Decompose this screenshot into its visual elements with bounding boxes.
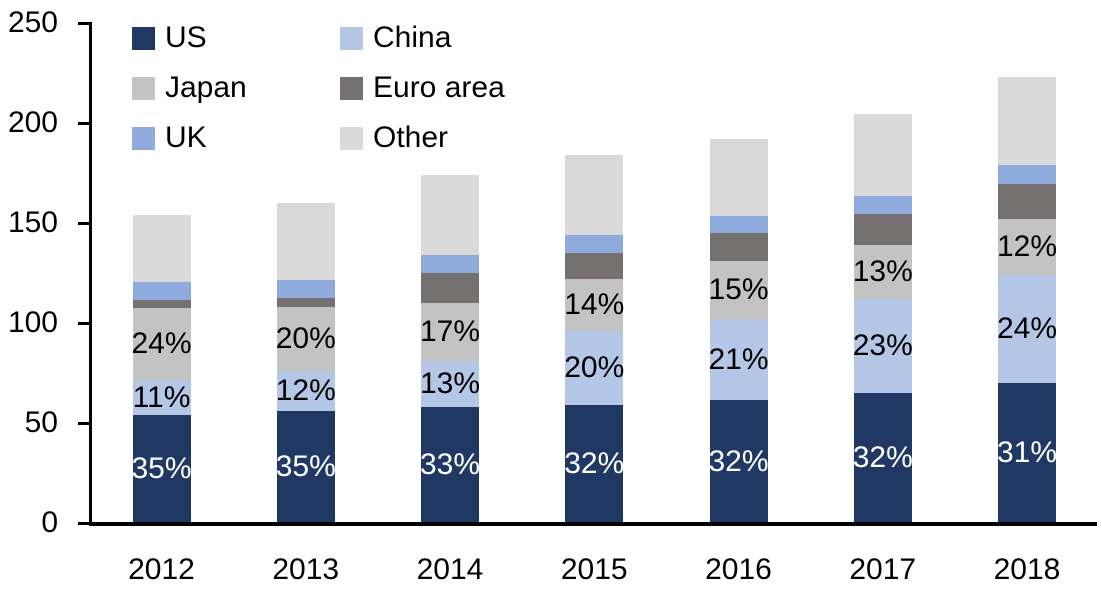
y-axis-tick-label: 150 (7, 206, 58, 239)
bar-segment-uk-2014 (421, 255, 479, 273)
bar-segment-japan-2015 (565, 279, 624, 331)
y-axis-tick (78, 21, 92, 25)
bar-segment-japan-2016 (709, 261, 768, 319)
bar-segment-euro-area-2013 (276, 298, 335, 307)
legend-item-other: Other (340, 122, 505, 154)
legend-item-uk: UK (132, 122, 340, 154)
bar-segment-uk-2013 (276, 280, 335, 298)
bar-segment-us-2016 (709, 400, 768, 523)
y-axis-tick (78, 421, 92, 425)
legend-label: Japan (165, 71, 247, 104)
bar-segment-euro-area-2017 (853, 214, 912, 245)
bar-segment-japan-2014 (421, 303, 479, 361)
legend-swatch-icon (340, 126, 363, 150)
bar-segment-us-2015 (565, 405, 624, 523)
x-axis-tick-label: 2018 (993, 553, 1061, 586)
bar-segment-china-2012 (132, 380, 191, 415)
legend-swatch-icon (340, 76, 363, 100)
y-axis-tick (78, 121, 92, 125)
y-axis-tick-label: 100 (7, 306, 58, 339)
legend-label: US (165, 21, 207, 54)
bar-segment-other-2018 (998, 77, 1056, 165)
legend-swatch-icon (132, 26, 155, 50)
x-axis-line (89, 522, 1097, 526)
bar-segment-china-2014 (421, 361, 479, 407)
x-axis-tick-label: 2016 (705, 553, 772, 586)
bar-segment-other-2014 (421, 175, 479, 255)
x-axis-tick-label: 2012 (128, 553, 195, 586)
bar-segment-japan-2017 (853, 245, 912, 299)
bar-segment-other-2015 (565, 155, 624, 235)
bar-segment-us-2014 (421, 407, 479, 523)
bar-segment-china-2018 (998, 275, 1056, 383)
bar-segment-japan-2013 (276, 307, 335, 371)
y-axis-tick-label: 200 (7, 106, 58, 139)
legend-item-japan: Japan (132, 72, 340, 104)
legend-swatch-icon (340, 26, 363, 50)
x-axis-tick-label: 2015 (560, 553, 628, 586)
bar-segment-uk-2018 (998, 165, 1056, 184)
bar-segment-other-2017 (853, 114, 912, 196)
y-axis-tick-label: 250 (7, 6, 58, 39)
bar-segment-china-2015 (565, 331, 624, 405)
y-axis-tick (78, 221, 92, 225)
legend-label: UK (165, 121, 207, 154)
bar-segment-other-2012 (132, 215, 191, 282)
legend-item-china: China (340, 22, 505, 54)
bar-segment-uk-2017 (853, 196, 912, 214)
y-axis-tick-label: 50 (24, 406, 58, 439)
bar-segment-uk-2016 (709, 216, 768, 233)
bar-segment-uk-2012 (132, 282, 191, 300)
legend-swatch-icon (132, 76, 155, 100)
bar-segment-uk-2015 (565, 235, 624, 253)
bar-segment-china-2016 (709, 319, 768, 400)
legend-item-euro-area: Euro area (340, 72, 505, 104)
legend-swatch-icon (132, 126, 155, 150)
bar-segment-other-2013 (276, 203, 335, 280)
bar-segment-us-2012 (132, 415, 191, 523)
bar-segment-euro-area-2018 (998, 184, 1056, 219)
chart-legend: US China Japan Euro area UK Other (132, 13, 505, 163)
bar-segment-euro-area-2016 (709, 233, 768, 261)
bar-segment-euro-area-2012 (132, 300, 191, 308)
x-axis-tick-label: 2017 (849, 553, 917, 586)
y-axis-tick (78, 521, 92, 525)
bar-segment-euro-area-2014 (421, 273, 479, 303)
bar-segment-euro-area-2015 (565, 253, 624, 279)
bar-segment-us-2018 (998, 383, 1056, 523)
y-axis-tick (78, 321, 92, 325)
x-axis-tick-label: 2014 (416, 553, 484, 586)
bar-segment-china-2013 (276, 371, 335, 411)
x-axis-tick-label: 2013 (272, 553, 340, 586)
legend-label: China (373, 21, 452, 54)
bar-segment-other-2016 (709, 139, 768, 216)
bar-segment-us-2013 (276, 411, 335, 523)
legend-label: Euro area (373, 71, 505, 104)
bar-segment-japan-2012 (132, 308, 191, 380)
y-axis-tick-label: 0 (41, 506, 58, 539)
legend-label: Other (373, 121, 449, 154)
bar-segment-japan-2018 (998, 219, 1056, 275)
bar-segment-us-2017 (853, 393, 912, 523)
legend-item-us: US (132, 22, 340, 54)
bar-segment-china-2017 (853, 299, 912, 393)
y-axis-line (89, 22, 92, 525)
